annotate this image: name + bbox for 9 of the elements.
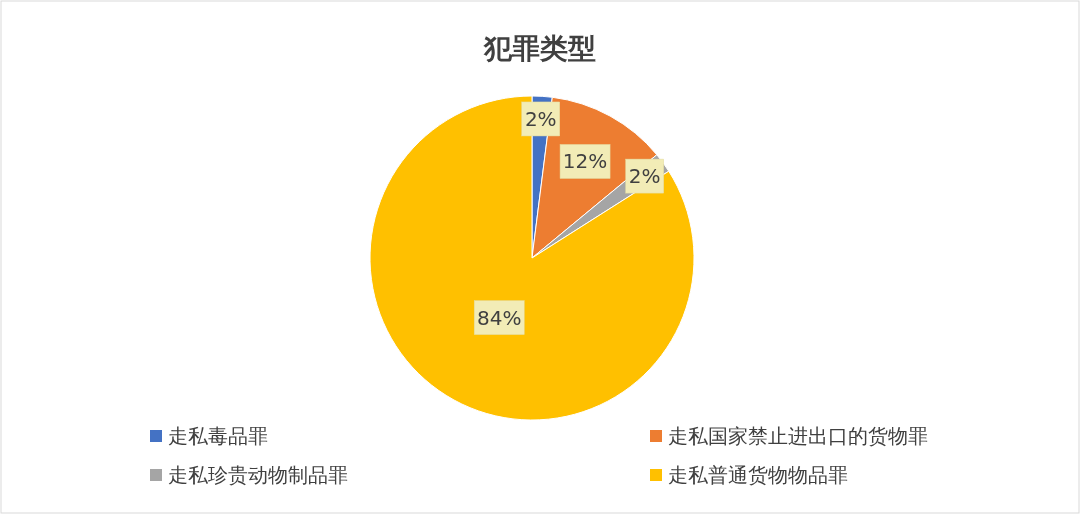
data-label: 12%: [562, 149, 608, 174]
chart-title: 犯罪类型: [483, 32, 596, 65]
legend-label: 走私毒品罪: [168, 424, 268, 448]
data-label: 84%: [476, 305, 522, 330]
legend-label: 走私普通货物物品罪: [668, 463, 848, 487]
data-label: 2%: [628, 164, 661, 189]
legend-label: 走私国家禁止进出口的货物罪: [668, 424, 928, 448]
legend-label: 走私珍贵动物制品罪: [168, 463, 348, 487]
data-label: 2%: [524, 106, 557, 131]
